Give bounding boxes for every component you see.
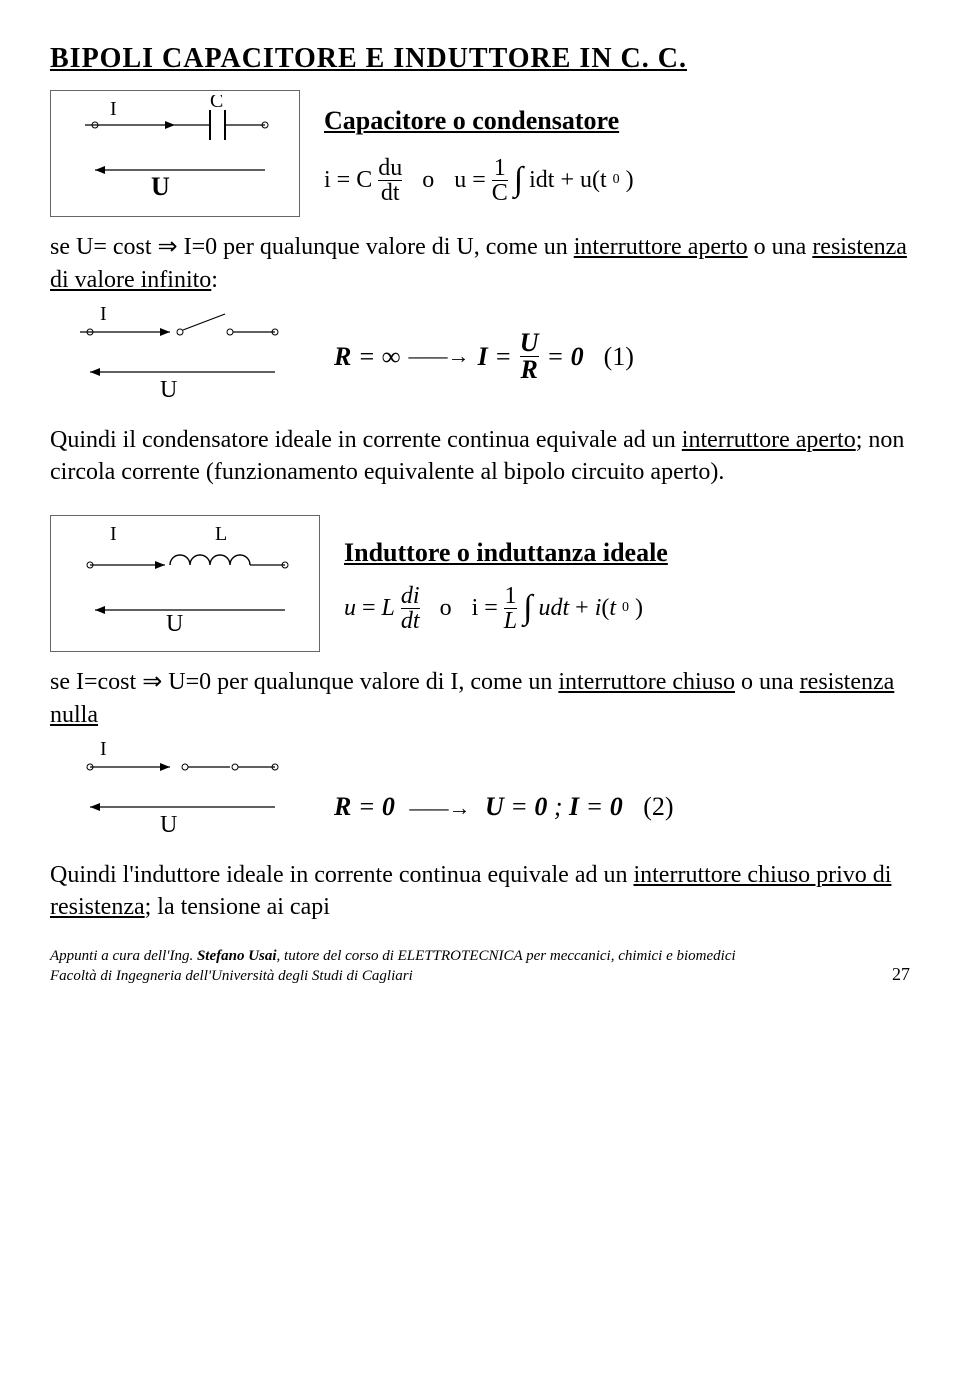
inductor-schematic: I L — [55, 520, 315, 640]
cap-label-I: I — [110, 98, 117, 120]
inductor-schematic-box: I L U — [50, 515, 320, 653]
inductor-text-1: se I=cost ⇒ U=0 per qualunque valore di … — [50, 666, 910, 731]
open-switch-schematic: I — [50, 302, 310, 402]
inductor-equation-2: R = 0 ——→ U = 0 ; I = 0 (2) — [334, 759, 910, 824]
capacitor-subtitle: Capacitore o condensatore — [324, 103, 910, 138]
svg-text:L: L — [215, 523, 227, 545]
capacitor-equation-2: R = ∞ ——→ I = UR = 0 (1) — [334, 330, 910, 383]
svg-text:I: I — [110, 523, 117, 545]
closed-switch-row: I U R = 0 ——→ U = 0 ; I = 0 (2) — [50, 737, 910, 845]
page-footer: Appunti a cura dell'Ing. Stefano Usai, t… — [50, 946, 910, 987]
capacitor-equation: i = C dudt o u = 1C ∫ idt + u(t0) — [324, 156, 910, 205]
cap-label-C: C — [210, 95, 223, 112]
page-title: BIPOLI CAPACITORE E INDUTTORE IN C. C. — [50, 40, 910, 78]
inductor-header-row: I L U Induttore o induttanza ideale u = … — [50, 515, 910, 653]
page-number: 27 — [892, 962, 910, 986]
capacitor-schematic: I C — [55, 95, 295, 205]
ind-label-U: U — [166, 608, 183, 640]
capacitor-text-2: Quindi il condensatore ideale in corrent… — [50, 424, 910, 489]
inductor-equation: u = L didt o i = 1L ∫ udt + i(t0) — [344, 584, 910, 633]
capacitor-schematic-box: I C U — [50, 90, 300, 218]
capacitor-text-1: se U= cost ⇒ I=0 per qualunque valore di… — [50, 231, 910, 296]
capacitor-header-row: I C U Capacitore o condensatore i = C du… — [50, 90, 910, 218]
cap-label-U: U — [151, 169, 170, 204]
inductor-text-2: Quindi l'induttore ideale in corrente co… — [50, 859, 910, 924]
closed-switch-schematic: I — [50, 737, 310, 837]
inductor-subtitle: Induttore o induttanza ideale — [344, 535, 910, 570]
closed-switch-label-U: U — [160, 809, 177, 841]
svg-text:I: I — [100, 303, 107, 325]
switch-label-U: U — [160, 374, 177, 406]
svg-text:I: I — [100, 738, 107, 760]
open-switch-row: I U R = ∞ ——→ I = UR = 0 (1) — [50, 302, 910, 410]
